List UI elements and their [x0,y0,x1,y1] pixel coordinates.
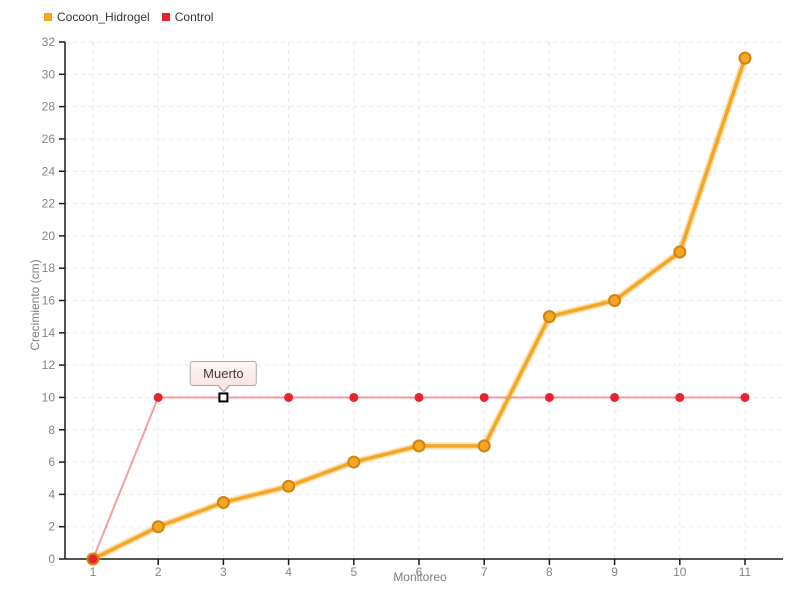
legend-label-cocoon: Cocoon_Hidrogel [57,10,150,24]
muerto-tooltip: Muerto [190,361,257,394]
y-tick-label: 0 [48,552,55,566]
y-tick-label: 32 [42,35,56,49]
y-axis-title: Crecimiento (cm) [28,259,42,351]
y-tick-label: 24 [42,164,56,178]
cocoon-data-point[interactable] [216,495,230,509]
cocoon-data-point[interactable] [608,294,622,307]
y-tick-label: 12 [42,358,56,372]
y-tick-label: 10 [42,390,56,404]
cocoon-data-point[interactable] [738,51,752,65]
cocoon-data-point[interactable] [282,479,296,493]
y-tick-label: 8 [48,423,55,437]
y-tick-label: 30 [42,67,56,81]
x-axis-title: Monitoreo [393,570,447,584]
control-data-point[interactable] [675,392,685,402]
control-data-point[interactable] [610,392,620,402]
x-tick-label: 8 [546,565,553,579]
cocoon-data-point[interactable] [673,245,687,259]
control-data-point[interactable] [740,392,750,402]
muerto-point-marker[interactable] [218,392,229,403]
muerto-tooltip-label: Muerto [203,366,244,382]
y-tick-label: 16 [42,294,56,308]
y-tick-label: 20 [42,229,56,243]
y-tick-label: 18 [42,261,56,275]
x-tick-label: 1 [90,565,97,579]
control-data-point[interactable] [349,392,359,402]
gridlines [65,41,783,559]
legend-label-control: Control [174,10,214,24]
x-tick-label: 11 [739,565,752,579]
control-points[interactable] [88,392,750,564]
legend-swatch-cocoon-icon [44,13,52,21]
cocoon-data-point[interactable] [477,439,491,453]
legend-item-cocoon-hidrogel[interactable]: Cocoon_Hidrogel [44,10,150,24]
control-data-point[interactable] [414,392,424,402]
legend-swatch-control-icon [161,13,170,21]
x-tick-label: 9 [611,565,618,579]
y-tick-label: 22 [42,197,56,211]
cocoon-data-point[interactable] [412,439,426,453]
y-tick-label: 4 [48,487,55,501]
y-tick-label: 28 [42,100,56,114]
x-tick-label: 10 [673,565,687,579]
x-tick-label: 6 [416,565,423,579]
x-tick-label: 2 [155,565,162,579]
legend: Cocoon_Hidrogel Control [44,10,213,24]
x-tick-label: 3 [220,565,227,579]
x-tick-label: 7 [481,565,488,579]
control-data-point[interactable] [153,392,163,402]
cocoon-data-point[interactable] [542,310,556,324]
x-tick-label: 5 [350,565,357,579]
control-data-point[interactable] [544,392,554,402]
annotation-marker[interactable] [218,392,229,403]
y-tick-label: 14 [42,326,56,340]
control-data-point[interactable] [479,392,489,402]
y-tick-label: 6 [48,455,55,469]
control-data-point[interactable] [284,392,294,402]
legend-item-control[interactable]: Control [161,10,214,24]
y-tick-label: 26 [42,132,56,146]
control-data-point[interactable] [88,554,98,564]
x-tick-label: 4 [285,565,292,579]
cocoon-hidrogel-points[interactable] [86,51,752,566]
cocoon-data-point[interactable] [151,520,165,534]
y-tick-label: 2 [48,520,55,534]
cocoon-data-point[interactable] [347,455,361,469]
